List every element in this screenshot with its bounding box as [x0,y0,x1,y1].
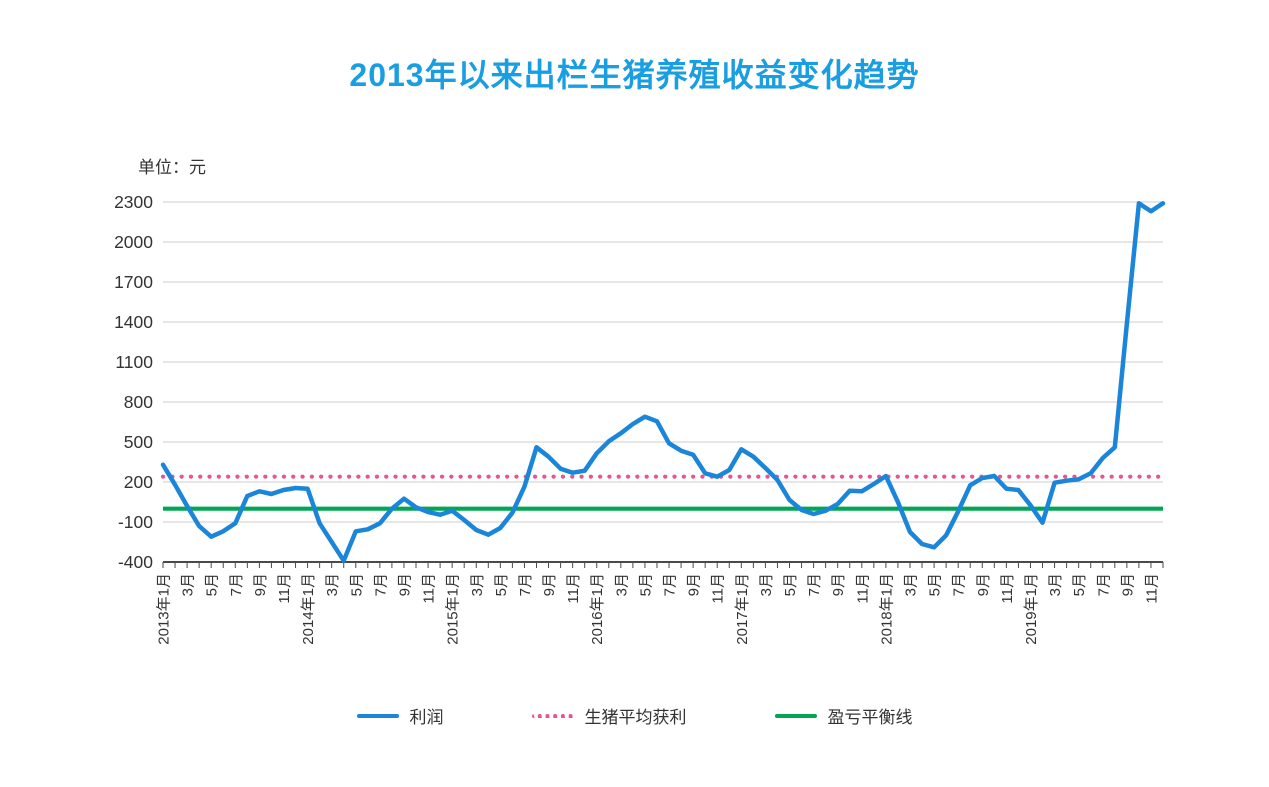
y-tick-label: 2000 [114,232,153,252]
x-tick-label: 3月 [469,573,486,596]
x-tick-label: 11月 [854,573,871,604]
x-tick-label: 3月 [180,573,197,596]
average-profit-line-swatch [531,713,574,718]
x-tick-label: 7月 [951,573,968,596]
y-tick-label: -400 [118,552,153,572]
x-tick-label: 2016年1月 [589,573,606,645]
x-tick-label: 7月 [372,573,389,596]
legend-label: 盈亏平衡线 [827,708,913,727]
x-tick-label: 5月 [493,573,510,596]
x-tick-label: 9月 [686,573,703,596]
x-tick-label: 9月 [396,573,413,596]
legend-label: 生猪平均获利 [584,708,687,727]
y-tick-label: -100 [118,512,153,532]
x-tick-label: 9月 [1119,573,1136,596]
x-tick-label: 3月 [1047,573,1064,596]
x-tick-label: 7月 [228,573,245,596]
y-tick-label: 200 [124,472,153,492]
y-tick-label: 1700 [114,272,153,292]
chart-legend: 利润 生猪平均获利 盈亏平衡线 [0,703,1269,728]
x-tick-label: 3月 [758,573,775,596]
x-tick-label: 9月 [830,573,847,596]
breakeven-line-swatch [774,713,817,718]
x-tick-label: 7月 [517,573,534,596]
x-tick-label: 5月 [348,573,365,596]
y-tick-label: 1400 [114,312,153,332]
y-tick-label: 2300 [114,192,153,212]
x-tick-label: 9月 [541,573,558,596]
x-tick-label: 2015年1月 [445,573,462,645]
x-tick-label: 2018年1月 [878,573,895,645]
x-tick-label: 5月 [927,573,944,596]
x-tick-label: 7月 [1095,573,1112,596]
x-tick-label: 5月 [1071,573,1088,596]
x-tick-label: 7月 [662,573,679,596]
x-tick-label: 5月 [204,573,221,596]
x-tick-label: 2017年1月 [734,573,751,645]
x-tick-label: 3月 [613,573,630,596]
profit-line [160,201,1166,563]
chart-title: 2013年以来出栏生猪养殖收益变化趋势 [349,57,920,93]
x-tick-label: 9月 [252,573,269,596]
x-tick-label: 11月 [1143,573,1160,604]
y-tick-label: 1100 [115,352,153,372]
legend-item-average-profit: 生猪平均获利 [531,703,687,728]
x-tick-label: 2013年1月 [156,573,173,645]
legend-item-breakeven: 盈亏平衡线 [774,703,913,728]
y-tick-label: 800 [124,392,153,412]
x-tick-label: 11月 [565,573,582,604]
profit-trend-chart: 23002000170014001100800500200-100-400201… [114,192,1166,645]
x-tick-label: 11月 [276,573,293,604]
x-tick-label: 11月 [421,573,438,604]
legend-item-profit: 利润 [356,703,444,728]
x-tick-label: 11月 [999,573,1016,604]
x-tick-label: 7月 [806,573,823,596]
x-tick-label: 2014年1月 [300,573,317,645]
x-tick-label: 9月 [975,573,992,596]
legend-label: 利润 [409,708,444,727]
x-tick-label: 2019年1月 [1023,573,1040,645]
x-tick-label: 5月 [637,573,654,596]
x-tick-label: 11月 [710,573,727,604]
x-tick-label: 3月 [324,573,341,596]
x-tick-label: 5月 [782,573,799,596]
profit-line-swatch [356,713,399,718]
y-tick-label: 500 [124,432,153,452]
x-tick-label: 3月 [902,573,919,596]
y-axis-unit-label: 单位：元 [138,158,206,177]
